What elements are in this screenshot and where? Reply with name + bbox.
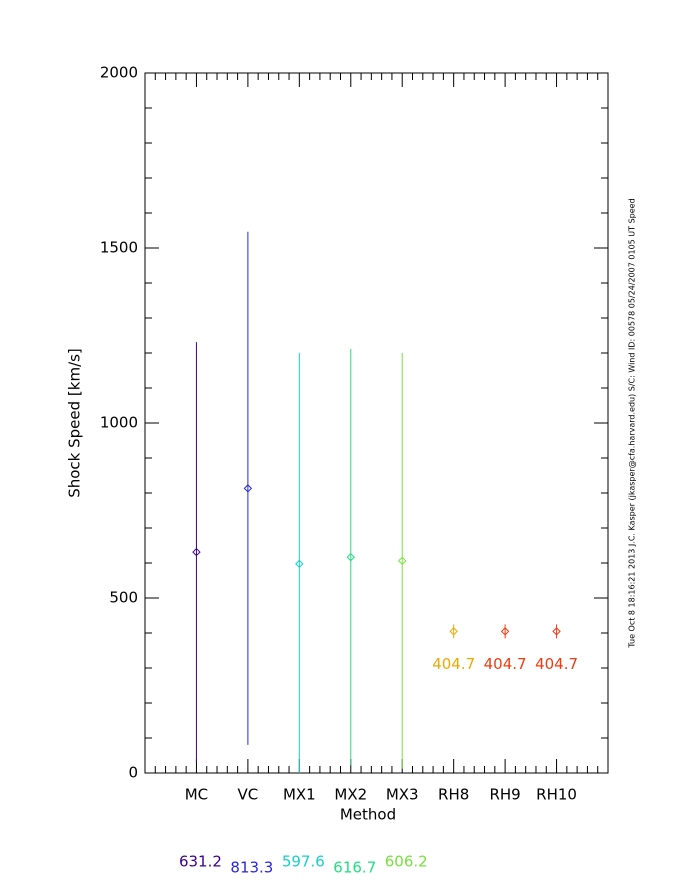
x-tick-label: MX1 xyxy=(283,786,316,804)
side-note: Tue Oct 8 18:16:21 2013 J.C. Kasper (jka… xyxy=(628,198,637,648)
x-axis-label: Method xyxy=(340,806,396,824)
y-tick-label: 1000 xyxy=(100,414,138,432)
x-tick-label: RH9 xyxy=(489,786,520,804)
x-tick-label: MX2 xyxy=(334,786,367,804)
y-tick-label: 0 xyxy=(128,764,138,782)
y-axis-label: Shock Speed [km/s] xyxy=(66,348,84,498)
value-label: 813.3 xyxy=(230,859,273,877)
x-tick-label: VC xyxy=(238,786,259,804)
y-tick-label: 2000 xyxy=(100,64,138,82)
value-label: 404.7 xyxy=(432,655,475,673)
value-label: 404.7 xyxy=(484,655,527,673)
x-tick-label: RH10 xyxy=(536,786,577,804)
marker xyxy=(192,547,201,557)
marker xyxy=(449,627,458,636)
value-label: 631.2 xyxy=(179,853,222,871)
marker xyxy=(243,484,253,493)
marker xyxy=(552,627,561,636)
y-tick-label: 1500 xyxy=(100,239,138,257)
value-label: 597.6 xyxy=(282,853,325,871)
x-tick-label: RH8 xyxy=(438,786,469,804)
marker xyxy=(500,627,510,636)
x-tick-label: MC xyxy=(185,786,208,804)
value-label: 404.7 xyxy=(535,655,578,673)
value-label: 616.7 xyxy=(333,859,376,877)
marker xyxy=(346,552,355,562)
marker xyxy=(295,559,304,569)
value-label: 606.2 xyxy=(385,853,428,871)
y-tick-label: 500 xyxy=(109,589,138,607)
x-tick-label: MX3 xyxy=(386,786,419,804)
marker xyxy=(398,556,407,566)
